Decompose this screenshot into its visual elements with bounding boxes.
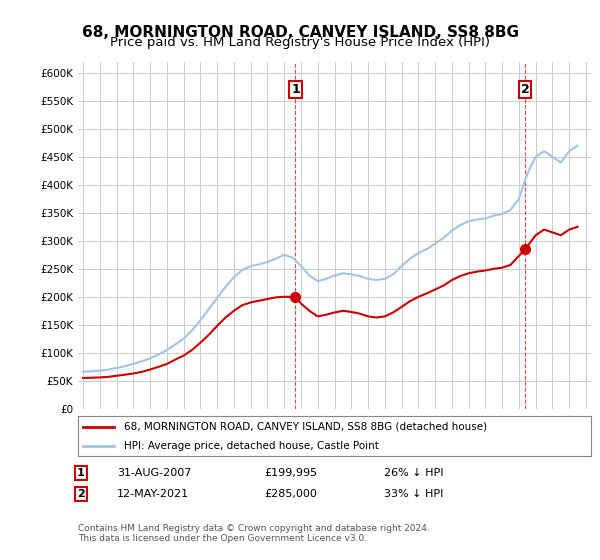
Text: 26% ↓ HPI: 26% ↓ HPI [384,468,443,478]
Text: Price paid vs. HM Land Registry's House Price Index (HPI): Price paid vs. HM Land Registry's House … [110,36,490,49]
Text: 31-AUG-2007: 31-AUG-2007 [117,468,191,478]
Text: 2: 2 [521,83,529,96]
Text: HPI: Average price, detached house, Castle Point: HPI: Average price, detached house, Cast… [124,441,379,450]
Text: 2: 2 [77,489,85,499]
Text: £199,995: £199,995 [264,468,317,478]
Text: 68, MORNINGTON ROAD, CANVEY ISLAND, SS8 8BG (detached house): 68, MORNINGTON ROAD, CANVEY ISLAND, SS8 … [124,422,487,432]
Text: 68, MORNINGTON ROAD, CANVEY ISLAND, SS8 8BG: 68, MORNINGTON ROAD, CANVEY ISLAND, SS8 … [82,25,518,40]
Text: Contains HM Land Registry data © Crown copyright and database right 2024.
This d: Contains HM Land Registry data © Crown c… [78,524,430,543]
Text: 33% ↓ HPI: 33% ↓ HPI [384,489,443,499]
Text: £285,000: £285,000 [264,489,317,499]
Text: 12-MAY-2021: 12-MAY-2021 [117,489,189,499]
Text: 1: 1 [77,468,85,478]
Text: 1: 1 [291,83,300,96]
